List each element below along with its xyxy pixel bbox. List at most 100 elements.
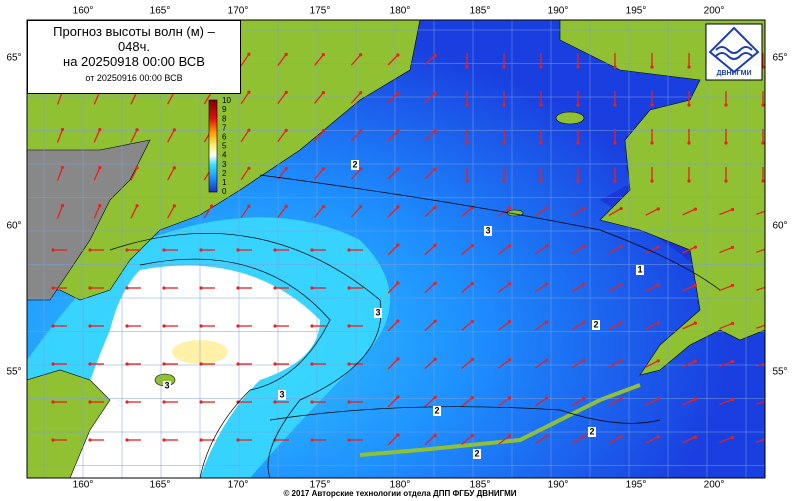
wind-arrow <box>387 358 399 370</box>
wind-arrow-head <box>433 91 437 95</box>
wind-arrow-head <box>465 179 469 183</box>
wind-arrow-head <box>470 243 474 248</box>
valid-time: на 20250918 00:00 ВСВ <box>63 54 205 69</box>
wind-arrow <box>756 438 765 443</box>
wind-arrow-head <box>576 65 580 69</box>
wind-arrow-head <box>470 433 474 438</box>
wind-arrow-head <box>507 282 512 286</box>
wind-arrow <box>130 205 138 219</box>
wind-arrow <box>240 129 250 143</box>
wind-arrow <box>314 206 324 218</box>
wind-arrow-head <box>768 322 771 325</box>
wind-arrow <box>56 167 64 181</box>
wind-arrow <box>608 435 622 445</box>
contour-label: 2 <box>474 448 479 458</box>
colorbar-scale <box>208 99 218 193</box>
wind-arrow-head <box>730 283 735 288</box>
wind-arrow <box>498 397 510 407</box>
wind-arrow-head <box>502 179 506 183</box>
wind-arrow-head <box>507 320 512 324</box>
contour-label: 3 <box>485 225 490 235</box>
wind-arrow-head <box>284 166 288 170</box>
wind-arrow-head <box>730 207 735 212</box>
wind-arrow <box>461 434 473 446</box>
island <box>555 111 585 125</box>
wind-arrow-head <box>310 438 314 442</box>
wind-arrow-head <box>582 358 586 362</box>
wind-arrow-head <box>125 438 129 442</box>
wind-arrow-head <box>539 65 543 69</box>
wind-arrow-head <box>135 204 139 208</box>
wind-arrow-head <box>210 204 214 208</box>
wind-arrow-head <box>619 396 623 401</box>
wind-arrow <box>130 167 138 181</box>
wind-arrow <box>645 246 659 254</box>
wind-arrow <box>498 435 510 445</box>
wind-arrow <box>277 129 287 143</box>
wind-arrow-head <box>539 103 543 107</box>
wind-arrow-head <box>88 286 92 290</box>
wind-arrow-head <box>545 206 549 210</box>
wind-arrow <box>424 320 436 332</box>
issue-time: от 20250916 00:00 ВСВ <box>85 73 183 83</box>
wind-arrow-head <box>347 286 351 290</box>
wind-arrow-head <box>284 128 288 132</box>
wind-arrow <box>314 92 324 104</box>
wind-arrow-head <box>768 208 771 211</box>
lat-label: 60° <box>6 221 21 232</box>
grid <box>27 20 765 478</box>
wind-arrow-head <box>687 103 691 107</box>
wind-arrow <box>682 208 696 216</box>
wind-arrow-head <box>321 90 326 95</box>
wind-arrow-head <box>768 398 771 401</box>
wind-arrow-head <box>347 362 351 366</box>
wind-arrow-head <box>507 244 512 248</box>
wind-arrow <box>277 53 287 67</box>
lat-label: 65° <box>772 53 787 64</box>
wind-arrow-head <box>51 324 55 328</box>
wind-arrow <box>387 54 399 66</box>
wind-arrow <box>387 434 399 446</box>
wind-arrow-head <box>88 248 92 252</box>
wind-arrow-head <box>650 141 654 145</box>
contour-label-box <box>374 308 382 318</box>
wind-arrow-head <box>310 362 314 366</box>
wind-arrow-head <box>247 166 251 170</box>
wind-arrow-head <box>470 319 474 324</box>
wind-arrow-head <box>135 166 139 170</box>
wind-arrow-head <box>199 248 203 252</box>
wind-arrow-head <box>619 206 623 211</box>
wind-arrow-head <box>162 324 166 328</box>
wind-arrow <box>424 54 436 66</box>
wind-arrow-head <box>433 129 437 133</box>
wind-arrow-head <box>396 129 400 133</box>
wind-arrow-head <box>98 203 102 208</box>
wind-arrow-head <box>172 204 176 208</box>
contour-label-box <box>592 320 600 330</box>
wind-arrow <box>571 207 585 217</box>
wind-arrow-head <box>51 362 55 366</box>
wind-arrow <box>350 54 362 66</box>
wind-arrow <box>608 321 622 331</box>
wind-arrow-head <box>465 141 469 145</box>
wind-arrow <box>424 358 436 370</box>
wind-arrow <box>571 245 585 255</box>
wind-arrow-head <box>507 358 512 362</box>
wind-arrow-head <box>247 90 251 94</box>
wind-arrow <box>387 130 399 142</box>
wind-arrow-head <box>60 127 65 132</box>
wind-arrow-head <box>396 395 400 399</box>
wind-arrow-head <box>284 90 288 94</box>
lon-label: 185° <box>470 6 491 17</box>
wind-arrow <box>167 129 175 143</box>
map-frame <box>26 19 766 479</box>
wind-arrow-head <box>507 434 512 438</box>
wind-arrow-head <box>284 204 288 208</box>
contour-label: 3 <box>375 307 380 317</box>
contour-label: 2 <box>593 319 598 329</box>
wind-arrow-head <box>545 244 549 248</box>
wind-arrow-head <box>273 324 277 328</box>
lat-label: 55° <box>6 367 21 378</box>
contour <box>269 406 661 424</box>
